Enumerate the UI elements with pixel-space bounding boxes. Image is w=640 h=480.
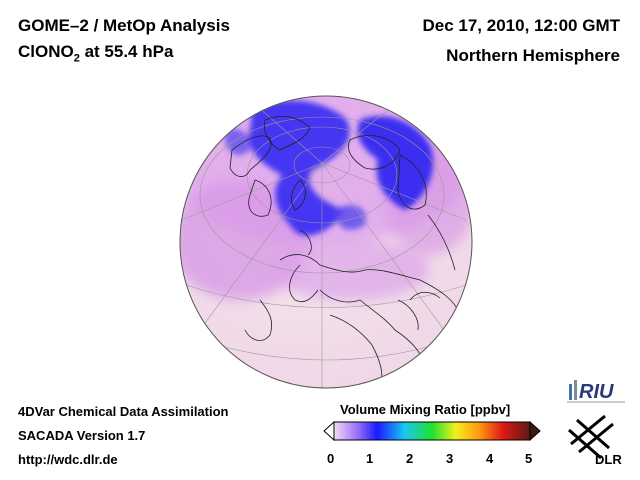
pressure-level: at 55.4 hPa [79,42,174,61]
colorbar-gradient [333,421,531,441]
riu-logo-text: RIU [579,381,614,403]
footer-method: 4DVar Chemical Data Assimilation [18,404,229,419]
colorbar [323,420,541,442]
date-label: Dec 17, 2010, 12:00 GMT [422,16,620,35]
footer-url[interactable]: http://wdc.dlr.de [18,452,118,467]
colorbar-min-arrow [323,420,335,442]
globe-outline [179,95,473,389]
colorbar-tick-1: 1 [366,451,374,466]
vmr-field [180,96,472,300]
title-line-2: ClONO2 at 55.4 hPa [18,42,173,64]
region-label: Northern Hemisphere [446,46,620,65]
footer-version: SACADA Version 1.7 [18,428,146,443]
colorbar-max-arrow [529,420,541,442]
colorbar-tick-2: 2 [406,451,414,466]
species-subscript: 2 [73,52,80,65]
species-name: ClONO [18,42,74,61]
colorbar-tick-5: 5 [525,451,533,466]
riu-logo: RIU [567,380,625,403]
dlr-logo-text: DLR [595,452,622,466]
colorbar-tick-3: 3 [446,451,454,466]
graticule [181,99,467,388]
globe-map [179,95,473,389]
colorbar-title: Volume Mixing Ratio [ppbv] [340,402,511,417]
title-line-1: GOME–2 / MetOp Analysis [18,16,230,35]
colorbar-tick-0: 0 [327,451,335,466]
colorbar-tick-4: 4 [486,451,494,466]
dlr-logo: DLR [568,414,622,466]
